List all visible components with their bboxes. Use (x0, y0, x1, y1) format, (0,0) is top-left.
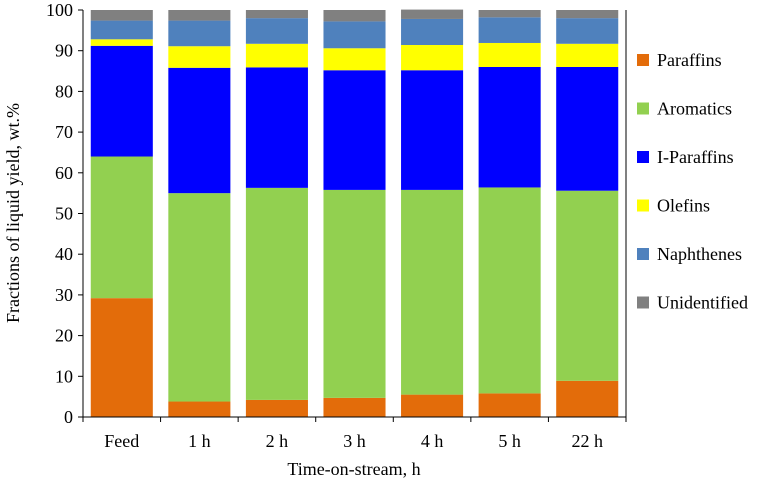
y-tick-label: 30 (55, 285, 73, 305)
y-tick-label: 70 (55, 122, 73, 142)
y-tick-label: 50 (55, 204, 73, 224)
bar-1-h-unidentified (168, 10, 231, 21)
bar-1-h-i-paraffins (168, 67, 231, 194)
bar-3-h-olefins (323, 48, 386, 71)
bar-1-h-naphthenes (168, 20, 231, 47)
y-tick-label: 90 (55, 41, 73, 61)
x-tick-label: 3 h (343, 431, 366, 451)
legend-label-paraffins: Paraffins (657, 50, 722, 70)
legend-swatch-paraffins (637, 54, 649, 66)
y-tick-label: 10 (55, 366, 73, 386)
bar-2-h-unidentified (245, 10, 308, 19)
bar-feed-unidentified (90, 10, 153, 21)
bar-3-h-paraffins (323, 397, 386, 417)
bar-4-h-i-paraffins (401, 70, 464, 190)
bar-5-h-paraffins (478, 393, 541, 417)
bar-feed-aromatics (90, 156, 153, 299)
bar-5-h-aromatics (478, 187, 541, 394)
bar-feed-naphthenes (90, 20, 153, 40)
bar-3-h-aromatics (323, 189, 386, 398)
bar-2-h-aromatics (245, 187, 308, 400)
bar-2-h-naphthenes (245, 18, 308, 44)
bar-22-h-paraffins (556, 380, 619, 417)
bar-4-h-aromatics (401, 189, 464, 395)
bar-3-h-i-paraffins (323, 70, 386, 190)
bar-2-h-olefins (245, 43, 308, 68)
bar-feed-olefins (90, 39, 153, 46)
legend-label-naphthenes: Naphthenes (657, 244, 742, 264)
legend-swatch-unidentified (637, 296, 649, 309)
legend: Paraffins Aromatics I-Paraffins Olefins Naph… (637, 50, 748, 313)
bar-feed-i-paraffins (90, 45, 153, 157)
y-tick-label: 100 (46, 0, 73, 20)
x-tick-label: 1 h (188, 431, 211, 451)
y-tick-label: 20 (55, 326, 73, 346)
legend-label-unidentified: Unidentified (657, 293, 748, 313)
legend-swatch-i-paraffins (637, 151, 649, 163)
bar-1-h-olefins (168, 46, 231, 68)
bar-5-h-naphthenes (478, 17, 541, 43)
bar-22-h-olefins (556, 43, 619, 67)
bars-group (90, 9, 619, 417)
x-tick-label: 5 h (498, 431, 521, 451)
legend-swatch-olefins (637, 199, 649, 212)
bar-feed-paraffins (90, 298, 153, 417)
y-tick-label: 40 (55, 244, 73, 264)
bar-1-h-paraffins (168, 401, 231, 417)
bar-2-h-paraffins (245, 399, 308, 417)
bar-5-h-olefins (478, 42, 541, 67)
legend-label-aromatics: Aromatics (657, 99, 732, 119)
legend-swatch-naphthenes (637, 248, 649, 260)
bar-2-h-i-paraffins (245, 67, 308, 188)
bar-4-h-naphthenes (401, 18, 464, 45)
x-axis-label: Time-on-stream, h (287, 459, 420, 479)
y-axis-label: Fractions of liquid yield, wt.% (3, 103, 23, 323)
legend-label-olefins: Olefins (657, 196, 710, 216)
bar-5-h-i-paraffins (478, 66, 541, 188)
axes-group: Feed 1 h 2 h 3 h 4 h 5 h 22 h 0 10 20 30 40 50 60 70 80… (46, 0, 627, 451)
bar-22-h-i-paraffins (556, 66, 619, 191)
legend-label-i-paraffins: I-Paraffins (657, 147, 734, 167)
y-tick-label: 60 (55, 163, 73, 183)
x-tick-label: Feed (104, 431, 139, 451)
bar-22-h-aromatics (556, 190, 619, 381)
bar-3-h-naphthenes (323, 21, 386, 49)
x-tick-label: 4 h (421, 431, 444, 451)
x-tick-label: 2 h (266, 431, 289, 451)
x-tick-label: 22 h (571, 431, 603, 451)
bar-4-h-unidentified (401, 9, 464, 19)
bar-3-h-unidentified (323, 10, 386, 22)
bar-22-h-naphthenes (556, 18, 619, 44)
y-tick-label: 80 (55, 81, 73, 101)
bar-4-h-paraffins (401, 394, 464, 417)
bar-22-h-unidentified (556, 10, 619, 19)
bar-5-h-unidentified (478, 10, 541, 18)
y-tick-label: 0 (64, 407, 73, 427)
bar-4-h-olefins (401, 45, 464, 71)
bar-1-h-aromatics (168, 193, 231, 402)
legend-swatch-aromatics (637, 102, 649, 115)
